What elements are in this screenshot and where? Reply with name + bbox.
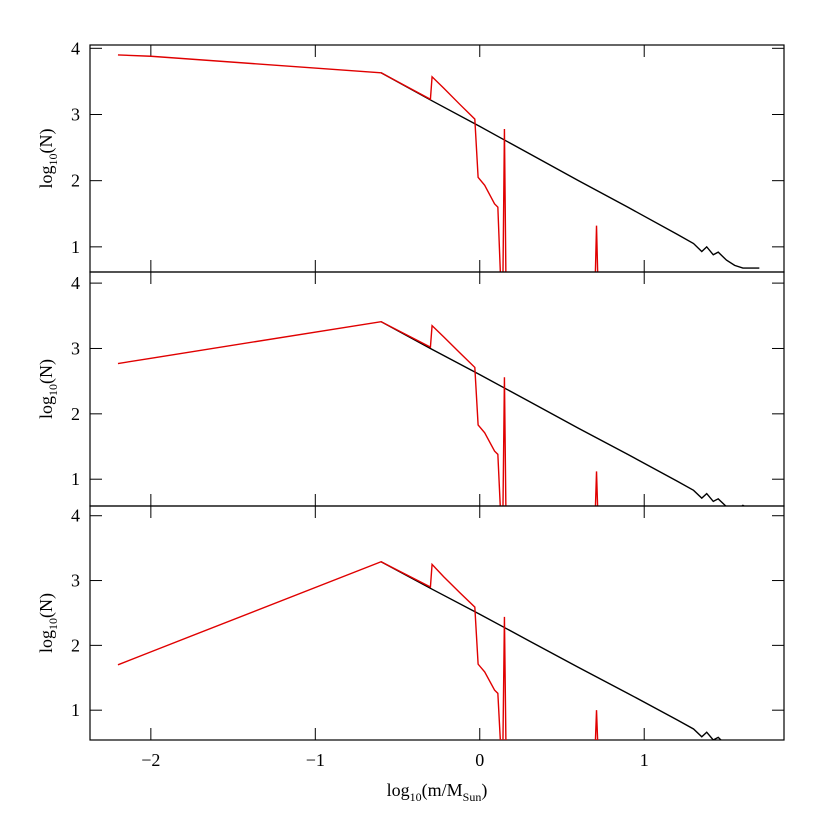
x-axis-label: log10(m/MSun) (387, 780, 488, 804)
y-tick-label: 4 (71, 273, 80, 293)
data-line (117, 54, 599, 272)
y-tick-label: 1 (71, 237, 80, 257)
data-line (117, 320, 599, 506)
y-axis-label: log10(N) (36, 359, 60, 419)
y-label-part: 10 (46, 384, 60, 396)
y-label-part: log (36, 396, 56, 419)
plot-frame (89, 505, 785, 741)
y-label-part: log (36, 165, 56, 188)
y-tick-label: 4 (71, 38, 80, 58)
y-tick-label: 1 (71, 700, 80, 720)
y-tick-label: 2 (71, 404, 80, 424)
y-tick-label: 2 (71, 171, 80, 191)
data-line (380, 321, 746, 506)
x-tick-label: 0 (475, 750, 484, 770)
y-label-part: (N) (36, 128, 57, 153)
x-label-part: (m/M (422, 780, 463, 801)
y-axis-label: log10(N) (36, 128, 60, 188)
y-axis-label: log10(N) (36, 593, 60, 653)
y-tick-label: 3 (71, 104, 80, 124)
data-line (380, 72, 760, 269)
y-label-part: 10 (46, 153, 60, 165)
x-label-part: log (387, 780, 410, 800)
y-tick-label: 3 (71, 571, 80, 591)
data-line (380, 561, 722, 740)
plot-frame (89, 44, 785, 273)
y-label-part: 10 (46, 618, 60, 630)
x-label-part: ) (481, 780, 487, 801)
data-line (117, 560, 599, 740)
y-tick-label: 4 (71, 506, 80, 526)
y-tick-label: 3 (71, 338, 80, 358)
x-tick-label: −1 (306, 750, 325, 770)
x-label-part: 10 (410, 790, 422, 804)
y-label-part: log (36, 630, 56, 653)
y-label-part: (N) (36, 359, 57, 384)
y-tick-label: 1 (71, 469, 80, 489)
y-tick-label: 2 (71, 635, 80, 655)
plot-frame (89, 271, 785, 507)
y-label-part: (N) (36, 593, 57, 618)
x-tick-label: −2 (141, 750, 160, 770)
x-tick-label: 1 (640, 750, 649, 770)
x-label-part: Sun (463, 790, 482, 804)
